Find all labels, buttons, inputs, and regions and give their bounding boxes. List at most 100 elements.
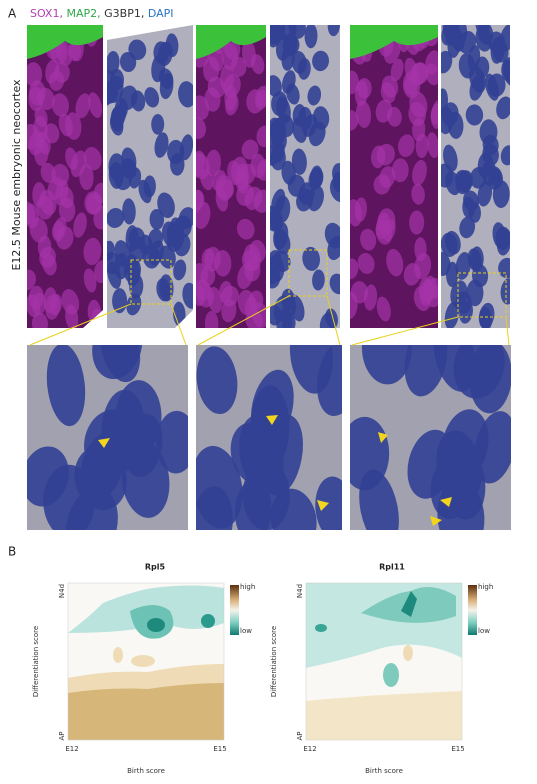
nucleus: [225, 93, 239, 116]
nucleus: [286, 83, 300, 105]
nucleus: [291, 148, 307, 175]
map2-signal: [27, 25, 103, 59]
nucleus: [403, 263, 421, 286]
nucleus: [426, 277, 438, 299]
zoom-indicators: [29, 249, 510, 346]
nucleus: [73, 212, 87, 238]
nucleus: [207, 76, 226, 98]
nucleus: [488, 168, 502, 190]
nucleus: [255, 89, 266, 110]
contour-min: [201, 614, 215, 628]
plot-frame: [67, 582, 225, 741]
nucleus: [167, 139, 185, 164]
nucleus: [83, 147, 102, 171]
nucleus: [83, 237, 102, 266]
nucleus: [83, 268, 97, 293]
nucleus: [415, 133, 429, 159]
nucleus: [179, 134, 193, 161]
nucleus: [80, 432, 124, 501]
y-end-label: AP: [296, 731, 304, 740]
nucleus: [173, 259, 187, 281]
nucleus: [151, 113, 165, 135]
nucleus: [129, 273, 144, 299]
nucleus: [196, 95, 210, 120]
x-axis-label: Birth score: [365, 767, 403, 775]
nucleus: [498, 257, 510, 279]
contour-high: [403, 645, 413, 661]
plot-title: Rpl5: [145, 563, 166, 572]
micrograph: [441, 25, 510, 328]
nucleus: [492, 40, 509, 63]
nucleus: [125, 225, 139, 252]
nucleus: [27, 446, 69, 507]
nucleus: [250, 54, 265, 75]
nucleus: [274, 195, 291, 223]
nucleus: [444, 301, 460, 328]
nucleus: [455, 169, 472, 193]
nucleus: [107, 81, 115, 107]
contour-high: [68, 683, 224, 740]
nucleus: [350, 258, 359, 280]
nucleus: [220, 285, 239, 307]
panel-label: A: [8, 7, 17, 21]
nucleus: [142, 244, 161, 269]
nucleus: [157, 192, 175, 219]
contour-min: [315, 624, 327, 632]
nucleus: [51, 93, 69, 117]
stain-label: G3BP1,: [104, 7, 144, 20]
nucleus: [441, 251, 451, 276]
nucleus: [196, 116, 207, 140]
heatmap-panel: Rpl11 high low N4d AP Differentiation score E1…: [270, 563, 493, 776]
x-end-label: E12: [303, 745, 316, 753]
y-end-label: N4d: [58, 584, 66, 598]
y-axis-label: Differentiation score: [270, 626, 278, 697]
nucleus: [215, 187, 229, 212]
micrograph: [196, 345, 342, 530]
nucleus: [441, 106, 454, 135]
panel-label: B: [8, 545, 16, 559]
y-end-label: N4d: [296, 584, 304, 598]
contour-min: [401, 591, 417, 617]
micrograph: [107, 25, 193, 328]
nucleus: [297, 58, 311, 80]
nucleus: [157, 41, 173, 66]
nucleus: [270, 75, 282, 97]
nucleus: [501, 57, 510, 83]
nucleus: [178, 81, 193, 108]
micrograph: [350, 25, 438, 328]
nucleus: [42, 253, 57, 276]
nucleus: [360, 228, 377, 251]
nucleus: [324, 222, 340, 249]
nucleus: [492, 222, 507, 249]
nucleus: [110, 68, 125, 90]
nucleus: [128, 167, 142, 189]
nucleus: [371, 145, 386, 169]
nucleus: [298, 106, 313, 131]
nucleus: [354, 197, 367, 222]
nucleus: [350, 70, 360, 95]
nucleus: [154, 132, 169, 158]
nucleus: [56, 40, 73, 66]
contour-high: [113, 647, 123, 663]
nucleus: [379, 166, 396, 188]
colorbar-label: low: [240, 627, 252, 635]
nucleus: [28, 131, 45, 156]
nucleus: [440, 444, 486, 520]
nucleus: [386, 106, 402, 127]
nucleus: [375, 219, 393, 245]
nucleus: [253, 189, 266, 213]
nucleus: [221, 42, 239, 71]
nucleus: [88, 92, 103, 118]
nucleus: [46, 345, 86, 427]
contour-high: [131, 655, 155, 667]
nucleus: [37, 87, 55, 111]
nucleus: [205, 149, 222, 177]
x-end-label: E15: [213, 745, 226, 753]
nucleus: [496, 96, 510, 120]
nucleus: [477, 152, 494, 178]
shade: [441, 25, 510, 328]
nucleus: [40, 162, 56, 184]
nucleus: [107, 208, 125, 228]
nucleus: [304, 25, 318, 49]
nucleus: [441, 25, 456, 46]
